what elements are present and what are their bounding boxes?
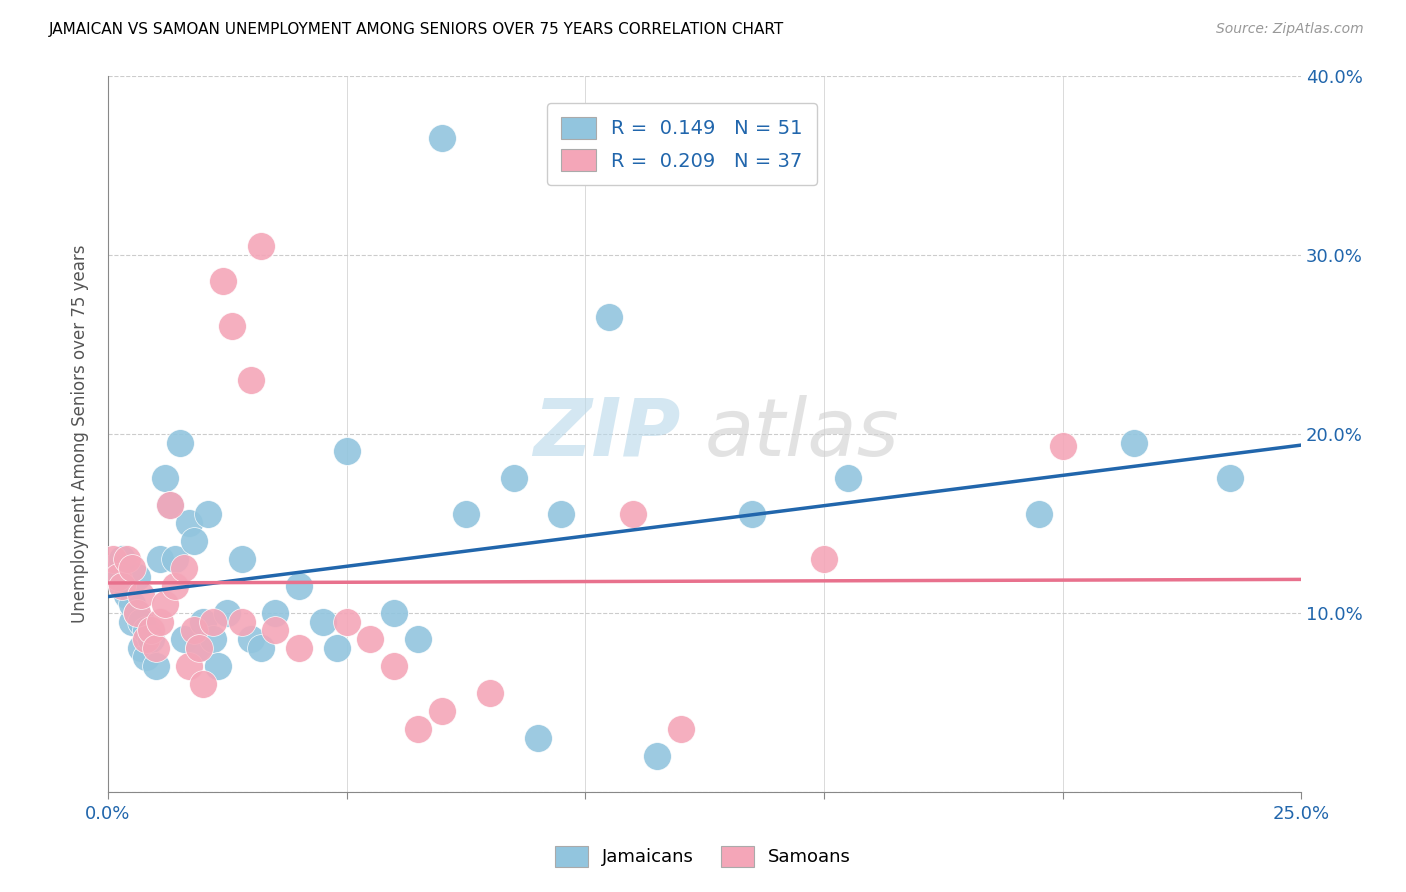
Point xyxy=(430,704,453,718)
Point xyxy=(135,650,157,665)
Point xyxy=(163,552,186,566)
Point xyxy=(121,561,143,575)
Point xyxy=(121,597,143,611)
Point xyxy=(149,615,172,629)
Point xyxy=(125,570,148,584)
Point xyxy=(240,632,263,647)
Point xyxy=(131,588,153,602)
Point xyxy=(264,606,287,620)
Point xyxy=(382,659,405,673)
Point xyxy=(111,579,134,593)
Point xyxy=(115,588,138,602)
Point xyxy=(183,624,205,638)
Point xyxy=(121,615,143,629)
Point xyxy=(211,274,233,288)
Point xyxy=(159,498,181,512)
Point xyxy=(111,552,134,566)
Point xyxy=(406,632,429,647)
Text: ZIP: ZIP xyxy=(533,394,681,473)
Point xyxy=(382,606,405,620)
Point xyxy=(550,507,572,521)
Point xyxy=(430,131,453,145)
Point xyxy=(288,579,311,593)
Point xyxy=(197,507,219,521)
Legend: R =  0.149   N = 51, R =  0.209   N = 37: R = 0.149 N = 51, R = 0.209 N = 37 xyxy=(547,103,817,185)
Point xyxy=(135,632,157,647)
Point xyxy=(193,677,215,691)
Legend: Jamaicans, Samoans: Jamaicans, Samoans xyxy=(548,838,858,874)
Point xyxy=(163,579,186,593)
Point xyxy=(249,238,271,252)
Point xyxy=(145,659,167,673)
Point xyxy=(312,615,335,629)
Point xyxy=(1219,471,1241,485)
Point xyxy=(837,471,859,485)
Point xyxy=(155,471,177,485)
Point xyxy=(179,516,201,530)
Point xyxy=(155,597,177,611)
Point xyxy=(406,722,429,736)
Point xyxy=(111,579,134,593)
Point xyxy=(159,498,181,512)
Point xyxy=(101,561,124,575)
Point xyxy=(173,561,195,575)
Point xyxy=(207,659,229,673)
Point xyxy=(741,507,763,521)
Point xyxy=(621,507,644,521)
Point xyxy=(173,632,195,647)
Point xyxy=(502,471,524,485)
Point xyxy=(135,624,157,638)
Point xyxy=(240,373,263,387)
Point xyxy=(187,641,209,656)
Point xyxy=(1028,507,1050,521)
Point xyxy=(598,310,620,325)
Text: JAMAICAN VS SAMOAN UNEMPLOYMENT AMONG SENIORS OVER 75 YEARS CORRELATION CHART: JAMAICAN VS SAMOAN UNEMPLOYMENT AMONG SE… xyxy=(49,22,785,37)
Point xyxy=(217,606,239,620)
Point xyxy=(183,533,205,548)
Point xyxy=(326,641,349,656)
Point xyxy=(1123,435,1146,450)
Point xyxy=(115,552,138,566)
Point xyxy=(360,632,382,647)
Point xyxy=(249,641,271,656)
Point xyxy=(187,641,209,656)
Point xyxy=(169,435,191,450)
Point xyxy=(478,686,501,700)
Point xyxy=(201,632,224,647)
Point xyxy=(645,748,668,763)
Point xyxy=(336,615,359,629)
Point xyxy=(131,641,153,656)
Point xyxy=(125,606,148,620)
Point xyxy=(221,319,243,334)
Point xyxy=(231,615,253,629)
Point xyxy=(107,570,129,584)
Point xyxy=(107,570,129,584)
Point xyxy=(145,641,167,656)
Point xyxy=(179,659,201,673)
Point xyxy=(336,444,359,458)
Point xyxy=(101,552,124,566)
Point xyxy=(1052,439,1074,453)
Point xyxy=(231,552,253,566)
Y-axis label: Unemployment Among Seniors over 75 years: Unemployment Among Seniors over 75 years xyxy=(72,244,89,623)
Point xyxy=(139,624,162,638)
Point xyxy=(201,615,224,629)
Point xyxy=(139,632,162,647)
Point xyxy=(125,606,148,620)
Point xyxy=(454,507,477,521)
Point xyxy=(264,624,287,638)
Point xyxy=(669,722,692,736)
Point xyxy=(813,552,835,566)
Point xyxy=(526,731,548,745)
Point xyxy=(131,615,153,629)
Point xyxy=(193,615,215,629)
Point xyxy=(149,552,172,566)
Point xyxy=(288,641,311,656)
Text: atlas: atlas xyxy=(704,394,900,473)
Text: Source: ZipAtlas.com: Source: ZipAtlas.com xyxy=(1216,22,1364,37)
